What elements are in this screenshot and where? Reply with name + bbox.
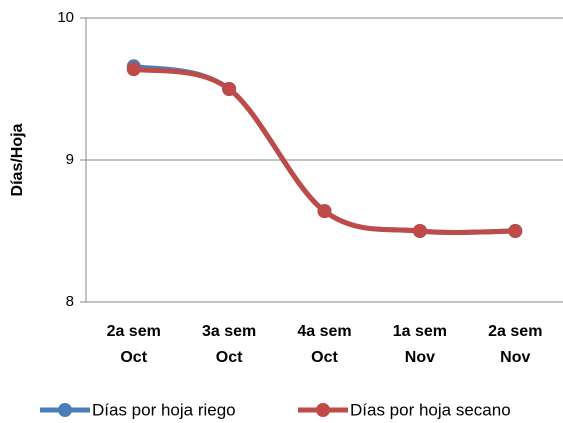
x-tick-label: 1a sem Nov [393, 323, 447, 366]
y-tick-label: 8 [66, 293, 74, 310]
legend-marker [316, 403, 330, 417]
marker [222, 82, 237, 96]
y-tick-label: 9 [66, 151, 74, 168]
x-tick-label: 2a sem Oct [107, 323, 161, 366]
x-tick-label: 2a sem Nov [488, 323, 542, 366]
x-tick-label: 3a sem Oct [202, 323, 256, 366]
marker [126, 62, 141, 77]
y-tick-label: 10 [57, 9, 74, 26]
legend-marker [58, 403, 72, 417]
marker [508, 224, 523, 238]
y-axis-label: Días/Hoja [9, 123, 26, 196]
x-tick-label: 4a sem Oct [297, 323, 351, 366]
marker [412, 224, 427, 238]
marker [317, 204, 332, 219]
legend-label: Días por hoja secano [350, 400, 511, 419]
legend-label: Días por hoja riego [92, 400, 236, 419]
